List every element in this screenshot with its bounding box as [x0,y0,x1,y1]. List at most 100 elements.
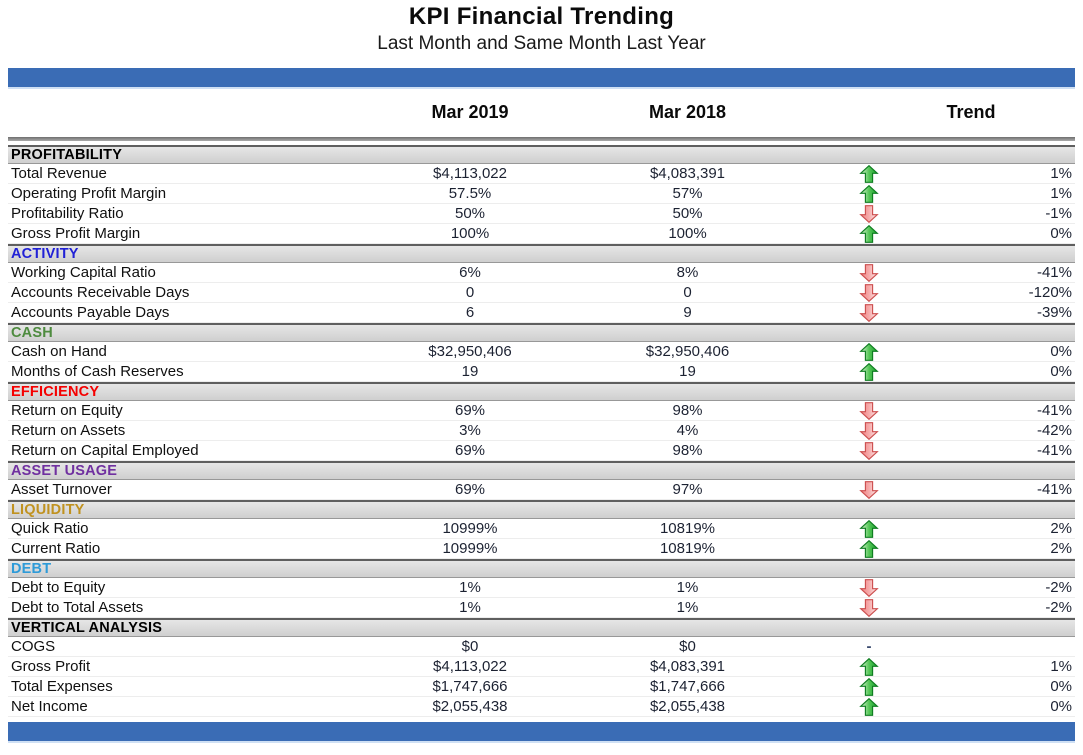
value-mar-2018: 1% [676,579,699,596]
trend-up-icon [860,224,878,243]
trend-change: 0% [1050,343,1072,360]
table-row: Return on Capital Employed 69% 98% - -41… [8,441,1075,461]
table-row: Operating Profit Margin 57.5% 57% - 1% [8,184,1075,204]
value-mar-2018: 57% [672,185,703,202]
table-row: Cash on Hand $32,950,406 $32,950,406 - 0… [8,342,1075,362]
value-mar-2019: 0 [465,284,475,301]
trend-change: 2% [1050,540,1072,557]
section-header-vertical-analysis: VERTICAL ANALYSIS [8,618,1075,637]
section-header-cash: CASH [8,323,1075,342]
table-row: Gross Profit Margin 100% 100% - 0% [8,224,1075,244]
table-row: Quick Ratio 10999% 10819% - 2% [8,519,1075,539]
column-header-mar-2019: Mar 2019 [431,102,509,122]
table-row: Asset Turnover 69% 97% - -41% [8,480,1075,500]
trend-up-icon [860,184,878,203]
metric-label: Months of Cash Reserves [11,363,184,380]
value-mar-2019: 1% [459,579,481,596]
value-mar-2018: 98% [672,402,703,419]
section-title: CASH [11,324,53,341]
table-row: Net Income $2,055,438 $2,055,438 - 0% [8,697,1075,717]
trend-down-icon [860,598,878,617]
trend-change: 2% [1050,520,1072,537]
trend-cell: - [795,519,943,538]
value-mar-2019: $4,113,022 [433,658,507,675]
page-subtitle: Last Month and Same Month Last Year [377,33,706,54]
trend-change: 1% [1050,185,1072,202]
value-mar-2019: 6% [459,264,481,281]
trend-up-icon [860,164,878,183]
section-title: EFFICIENCY [11,383,100,400]
trend-down-icon [860,303,878,322]
section-header-debt: DEBT [8,559,1075,578]
trend-cell: - [795,164,943,183]
metric-label: Debt to Equity [11,579,106,596]
value-mar-2019: 1% [459,599,481,616]
section-header-liquidity: LIQUIDITY [8,500,1075,519]
trend-cell: - [795,204,943,223]
trend-down-icon [860,283,878,302]
value-mar-2018: $4,083,391 [649,658,726,675]
trend-cell: - [795,441,943,460]
table-row: Return on Equity 69% 98% - -41% [8,401,1075,421]
metric-label: Debt to Total Assets [11,599,144,616]
metric-label: Cash on Hand [11,343,107,360]
trend-change: -120% [1028,284,1072,301]
trend-cell: - [795,303,943,322]
trend-change: -41% [1036,442,1072,459]
trend-cell: - [795,677,943,696]
table-row: COGS $0 $0 - [8,637,1075,657]
value-mar-2019: 69% [454,442,486,459]
trend-change: 0% [1050,363,1072,380]
value-mar-2018: 10819% [659,540,716,557]
trend-up-icon [860,519,878,538]
table-row: Accounts Payable Days 6 9 - -39% [8,303,1075,323]
value-mar-2019: 10999% [442,540,498,557]
section-title: PROFITABILITY [11,146,123,163]
trend-change: -41% [1036,264,1072,281]
trend-up-icon [860,697,878,716]
value-mar-2019: $0 [461,638,479,655]
trend-cell: - [795,578,943,597]
value-mar-2018: 98% [672,442,703,459]
value-mar-2018: 97% [672,481,703,498]
trend-change: 0% [1050,698,1072,715]
metric-label: Return on Assets [11,422,126,439]
column-header-mar-2018: Mar 2018 [648,102,727,122]
column-header-trend: Trend [946,102,996,122]
trend-cell: - [795,480,943,499]
trend-cell: - [795,539,943,558]
trend-down-icon [860,441,878,460]
value-mar-2019: 3% [459,422,481,439]
trend-cell: - [795,283,943,302]
value-mar-2018: $1,747,666 [649,678,726,695]
value-mar-2018: 50% [672,205,703,222]
page-title: KPI Financial Trending [408,3,675,30]
value-mar-2018: 9 [683,304,692,321]
metric-label: Return on Equity [11,402,123,419]
trend-change: -1% [1045,205,1072,222]
table-row: Current Ratio 10999% 10819% - 2% [8,539,1075,559]
table-row: Return on Assets 3% 4% - -42% [8,421,1075,441]
trend-cell: - [795,342,943,361]
trend-cell: - [795,362,943,381]
trend-down-icon [860,421,878,440]
trend-cell: - [795,657,943,676]
trend-change: -2% [1045,599,1072,616]
value-mar-2018: 1% [676,599,699,616]
metric-label: Net Income [11,698,88,715]
trend-up-icon [860,657,878,676]
value-mar-2018: 4% [676,422,699,439]
section-header-asset-usage: ASSET USAGE [8,461,1075,480]
section-header-activity: ACTIVITY [8,244,1075,263]
trend-up-icon [860,539,878,558]
trend-cell: - [795,637,943,656]
table-row: Accounts Receivable Days 0 0 - -120% [8,283,1075,303]
value-mar-2018: 100% [668,225,707,242]
value-mar-2018: $0 [679,638,696,655]
trend-down-icon [860,480,878,499]
trend-cell: - [795,598,943,617]
value-mar-2018: $2,055,438 [649,698,726,715]
trend-change: -39% [1036,304,1072,321]
metric-label: Accounts Payable Days [11,304,170,321]
table-row: Debt to Total Assets 1% 1% - -2% [8,598,1075,618]
